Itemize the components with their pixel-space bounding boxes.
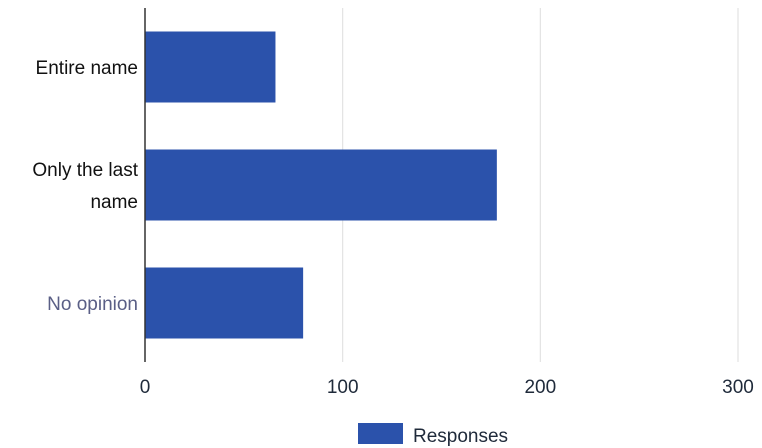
x-tick-label: 0: [140, 377, 151, 398]
legend-label: Responses: [413, 426, 508, 447]
x-tick-label: 300: [722, 377, 754, 398]
legend: Responses: [358, 423, 508, 447]
bars: [145, 31, 497, 339]
category-labels: Entire name Only the last name No opinion: [32, 58, 138, 315]
bar: [145, 149, 497, 221]
category-label: Only the last: [32, 160, 138, 181]
x-tick-label: 100: [327, 377, 359, 398]
legend-swatch: [358, 423, 403, 444]
bar: [145, 267, 304, 339]
x-tick-label: 200: [524, 377, 556, 398]
category-label: No opinion: [47, 294, 138, 315]
x-tick-labels: 0 100 200 300: [140, 377, 754, 398]
category-label: Entire name: [36, 58, 138, 79]
bar: [145, 31, 276, 103]
category-label: name: [90, 192, 138, 213]
